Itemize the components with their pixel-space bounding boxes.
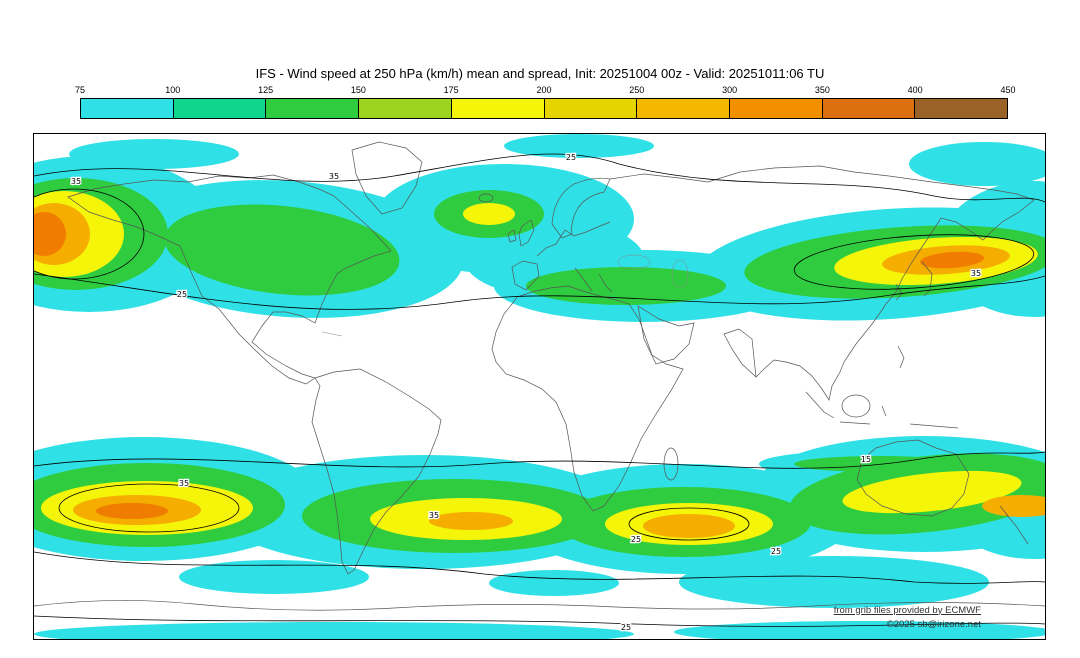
coastline-iceland bbox=[478, 193, 494, 203]
colorbar-segment bbox=[637, 99, 730, 118]
colorbar-tick: 200 bbox=[536, 85, 552, 95]
coastline-caspian-sea bbox=[671, 259, 689, 289]
contour-label: 35 bbox=[971, 269, 981, 278]
colorbar-segment bbox=[544, 99, 638, 118]
spread-contour bbox=[628, 507, 750, 541]
colorbar-tick: 175 bbox=[443, 85, 459, 95]
contour-label-layer: 35 35 25 25 35 15 35 35 25 25 25 bbox=[70, 152, 983, 634]
contour-label: 35 bbox=[429, 511, 439, 520]
colorbar-segment bbox=[81, 99, 174, 118]
colorbar-segment bbox=[729, 99, 823, 118]
spread-contour bbox=[34, 153, 1045, 203]
colorbar-tick: 450 bbox=[1000, 85, 1016, 95]
colorbar-legend bbox=[80, 98, 1008, 119]
colorbar-tick: 125 bbox=[258, 85, 274, 95]
colorbar-tick: 400 bbox=[907, 85, 923, 95]
colorbar-tick: 300 bbox=[722, 85, 738, 95]
coastline-borneo bbox=[841, 394, 871, 418]
spread-contour bbox=[34, 615, 1045, 627]
colorbar-tick: 75 bbox=[74, 85, 86, 95]
colorbar-segment bbox=[266, 99, 360, 118]
coastline-india bbox=[723, 328, 757, 378]
contour-label: 25 bbox=[566, 153, 576, 162]
contour-label: 25 bbox=[177, 290, 187, 299]
spread-contour bbox=[34, 551, 1045, 584]
coastline-south-america bbox=[311, 368, 442, 575]
attribution: from grib files provided by ECMWF ©2025 … bbox=[834, 604, 981, 633]
spread-contours bbox=[34, 153, 1045, 627]
coastline-scandinavia bbox=[551, 177, 611, 239]
wind-band-deep-orange-layer bbox=[34, 212, 984, 519]
world-map-canvas: 35 35 25 25 35 15 35 35 25 25 25 bbox=[34, 134, 1045, 639]
world-map: 35 35 25 25 35 15 35 35 25 25 25 from grib files p… bbox=[33, 133, 1046, 640]
coastline-philippines bbox=[897, 345, 905, 369]
contour-label: 35 bbox=[329, 172, 339, 181]
coastline-australia bbox=[856, 439, 970, 517]
contour-label: 15 bbox=[861, 455, 871, 464]
colorbar-segment bbox=[359, 99, 452, 118]
colorbar-tick: 100 bbox=[165, 85, 181, 95]
coastline-asia-north bbox=[609, 165, 1035, 201]
coastline-indonesia bbox=[805, 391, 959, 429]
colorbar-segment bbox=[822, 99, 916, 118]
coastline-north-america bbox=[67, 174, 392, 385]
coastline-black-sea bbox=[617, 254, 651, 270]
contour-label: 35 bbox=[71, 177, 81, 186]
contour-label: 35 bbox=[179, 479, 189, 488]
coastline-new-zealand bbox=[999, 505, 1029, 545]
spread-contour bbox=[58, 483, 240, 533]
map-title: IFS - Wind speed at 250 hPa (km/h) mean … bbox=[255, 66, 825, 81]
contour-label: 25 bbox=[631, 535, 641, 544]
attribution-source[interactable]: from grib files provided by ECMWF bbox=[833, 604, 981, 616]
colorbar-tick-labels: 75 100 125 150 175 200 250 300 350 400 450 bbox=[75, 85, 1016, 96]
colorbar-tick: 350 bbox=[814, 85, 830, 95]
colorbar-segment bbox=[915, 99, 1008, 118]
coastline-japan-korea bbox=[895, 261, 933, 301]
spread-contour bbox=[34, 451, 1045, 469]
colorbar-segment bbox=[451, 99, 545, 118]
coastline-antarctica bbox=[34, 600, 1045, 611]
contour-label: 25 bbox=[771, 547, 781, 556]
spread-contour bbox=[793, 234, 1035, 290]
colorbar-segment bbox=[173, 99, 267, 118]
spread-contour bbox=[34, 273, 1045, 310]
colorbar-tick: 250 bbox=[629, 85, 645, 95]
coastline-arabia bbox=[637, 305, 695, 365]
coastline-iberia bbox=[511, 260, 540, 291]
coastline-greenland bbox=[351, 141, 423, 215]
contour-label: 25 bbox=[621, 623, 631, 632]
spread-contour bbox=[34, 188, 145, 280]
colorbar-tick: 150 bbox=[350, 85, 366, 95]
coastline-europe-mainland bbox=[536, 221, 613, 293]
attribution-copyright: ©2025 sb@irizone.net bbox=[886, 618, 981, 630]
coastline-uk-ireland bbox=[507, 219, 535, 247]
coastline-cuba bbox=[321, 331, 343, 337]
